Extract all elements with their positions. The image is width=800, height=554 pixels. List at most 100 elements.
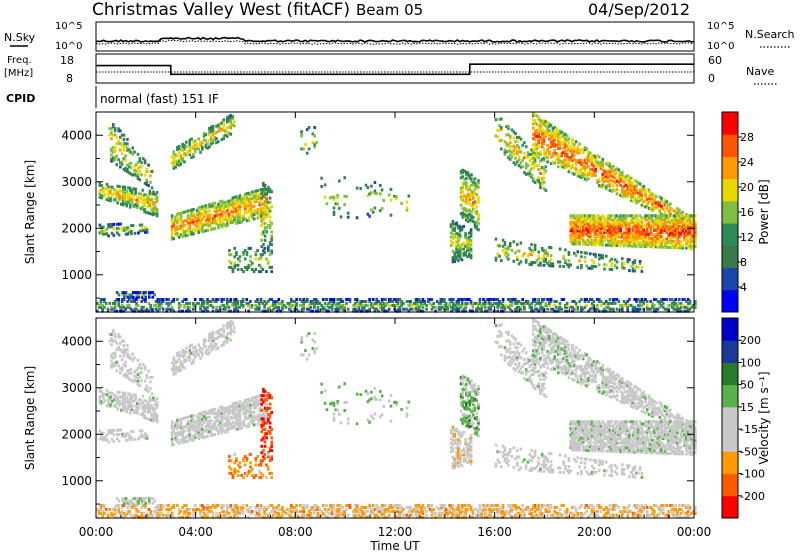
power-cell [640, 195, 644, 199]
power-cell [580, 214, 583, 218]
power-cell [569, 220, 572, 224]
power-cell [139, 291, 142, 295]
power-cell [599, 226, 603, 230]
power-cell [654, 201, 658, 205]
power-cell [144, 300, 147, 303]
power-cell [469, 301, 473, 305]
power-cell [384, 298, 387, 301]
power-cell [478, 301, 482, 305]
power-cell [242, 195, 245, 199]
power-cell [222, 205, 226, 209]
power-cell [126, 168, 129, 171]
power-cell [188, 301, 192, 305]
power-cell [302, 307, 306, 311]
power-cell [683, 233, 686, 237]
power-cell [309, 309, 313, 313]
power-cell [201, 298, 204, 301]
power-cell [329, 300, 332, 303]
power-cell [477, 215, 480, 219]
power-cell [599, 162, 603, 166]
power-cell [551, 127, 555, 130]
power-cell [316, 309, 320, 313]
power-cell [546, 123, 549, 127]
power-cell [165, 309, 168, 313]
power-cell [217, 217, 220, 221]
power-cell [113, 155, 117, 159]
power-cell [537, 257, 540, 261]
power-cell [681, 229, 685, 233]
power-cell [231, 210, 235, 214]
power-cell [580, 220, 583, 224]
power-cell [596, 239, 599, 243]
velocity-cell [130, 395, 134, 399]
power-cell [514, 301, 517, 305]
power-cell [651, 239, 654, 243]
power-cell [449, 231, 453, 235]
power-cell [201, 230, 204, 234]
power-cell [249, 199, 252, 203]
power-cell [457, 232, 460, 236]
velocity-cell [174, 421, 177, 425]
power-cell [206, 222, 210, 226]
power-cell [127, 200, 130, 204]
power-cell [557, 136, 560, 140]
velocity-cell [247, 410, 251, 414]
power-cell [133, 291, 137, 295]
power-cell [320, 307, 323, 311]
power-cell [451, 222, 455, 225]
power-cell [373, 191, 377, 195]
power-cell [227, 204, 231, 207]
power-cell [245, 210, 249, 214]
power-cell [606, 243, 610, 247]
power-cell [235, 207, 238, 211]
power-cell [590, 174, 594, 178]
power-cell [599, 233, 603, 236]
power-cell [268, 215, 272, 219]
velocity-cell [121, 407, 125, 411]
power-cell [637, 222, 640, 226]
power-cell [539, 129, 542, 133]
power-cell [211, 124, 215, 128]
power-cell [642, 204, 645, 208]
power-cell [123, 187, 127, 191]
power-cell [238, 198, 242, 202]
power-cell [633, 305, 637, 309]
power-cell [645, 300, 649, 303]
power-cell [574, 303, 578, 307]
power-cell [640, 303, 644, 307]
velocity-cell [116, 407, 119, 411]
power-cell [651, 224, 654, 228]
velocity-cell [222, 415, 226, 419]
power-cell [592, 264, 596, 268]
power-cell [597, 216, 601, 220]
power-cell [679, 214, 683, 218]
power-cell [176, 217, 179, 220]
power-cell [227, 115, 231, 119]
power-cell [645, 222, 649, 226]
power-cell [660, 196, 663, 200]
power-cell [678, 242, 681, 245]
power-cell [117, 141, 120, 145]
velocity-cell [140, 367, 143, 371]
velocity-cell [117, 333, 120, 337]
power-cell [546, 251, 549, 255]
power-cell [603, 180, 606, 184]
power-cell [218, 126, 222, 130]
power-cell [116, 227, 119, 231]
power-cell [453, 233, 456, 237]
power-cell [252, 204, 256, 208]
power-cell [475, 210, 479, 213]
power-cell [667, 239, 670, 243]
power-cell [638, 307, 642, 311]
power-cell [120, 309, 124, 313]
power-cell [201, 300, 204, 303]
power-cell [371, 298, 375, 301]
power-cell [663, 216, 667, 220]
power-cell [540, 305, 544, 309]
power-cell [208, 215, 211, 219]
velocity-cell [177, 431, 181, 435]
power-cell [557, 132, 560, 136]
power-cell [667, 203, 670, 207]
power-cell [188, 146, 192, 150]
power-cell [683, 309, 686, 313]
